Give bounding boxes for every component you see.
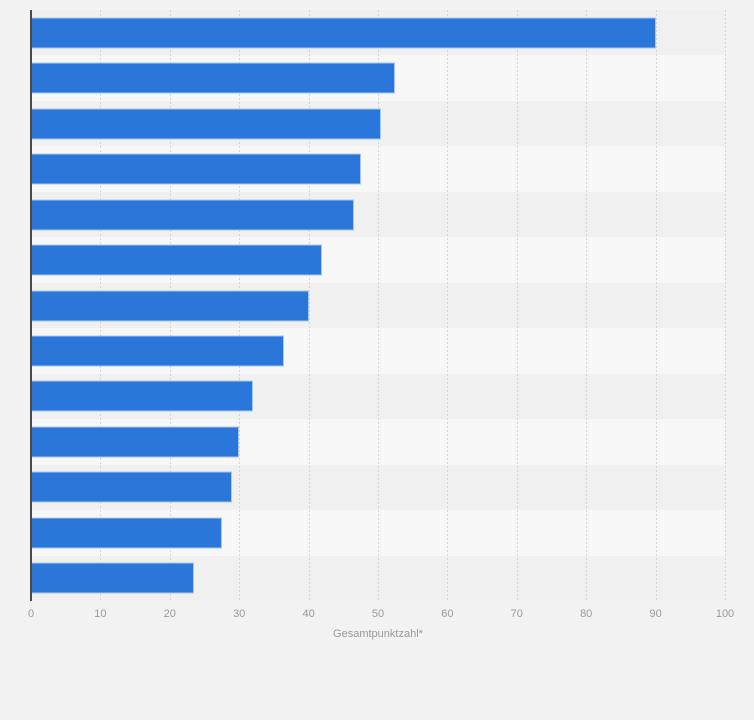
gridline: [447, 10, 449, 601]
bar: [31, 335, 285, 367]
gridline: [725, 10, 726, 601]
bar: [31, 562, 195, 594]
gridline: [378, 10, 379, 601]
bar-series: [31, 10, 725, 601]
bar: [31, 153, 361, 185]
bar-row: [31, 556, 725, 601]
bar-row: [31, 10, 725, 55]
bar: [31, 517, 222, 549]
bar: [31, 290, 309, 322]
x-tick-label: 100: [715, 608, 735, 620]
gridline: [586, 10, 588, 601]
x-tick-label: 60: [441, 608, 454, 620]
bar-row: [31, 146, 725, 191]
x-tick-label: 0: [27, 608, 35, 620]
x-tick-label: 80: [580, 608, 593, 620]
y-axis-line: [30, 10, 32, 601]
x-tick-label: 30: [233, 608, 246, 620]
bar: [31, 62, 396, 94]
x-axis-label: Gesamtpunktzahl*: [333, 628, 423, 640]
bar: [31, 199, 354, 231]
x-tick-label: 50: [371, 608, 385, 620]
bar-row: [31, 465, 725, 510]
gridline: [516, 10, 518, 601]
bar-row: [31, 101, 725, 146]
x-tick-label: 70: [510, 608, 523, 620]
gridline: [655, 10, 657, 601]
bar: [31, 380, 254, 412]
bar: [31, 108, 382, 140]
bar-row: [31, 419, 725, 464]
plot-area: [30, 10, 726, 602]
x-tick-label: 40: [302, 608, 315, 620]
x-tick-label: 90: [649, 608, 662, 620]
bar: [31, 426, 240, 458]
bar-row: [31, 374, 725, 419]
x-tick-label: 20: [163, 608, 176, 620]
bar: [31, 244, 323, 276]
bar-row: [31, 55, 725, 100]
bar-row: [31, 283, 725, 328]
bar: [31, 471, 233, 503]
bar: [31, 17, 656, 49]
x-axis-ticks: 0 10 20 30 40 50 60 70 80 90 100: [27, 607, 734, 621]
gridline: [308, 10, 310, 601]
x-tick-label: 10: [94, 608, 107, 620]
bar-row: [31, 510, 725, 555]
bar-row: [31, 192, 725, 237]
bar-row: [31, 328, 725, 373]
bar-row: [31, 237, 725, 282]
